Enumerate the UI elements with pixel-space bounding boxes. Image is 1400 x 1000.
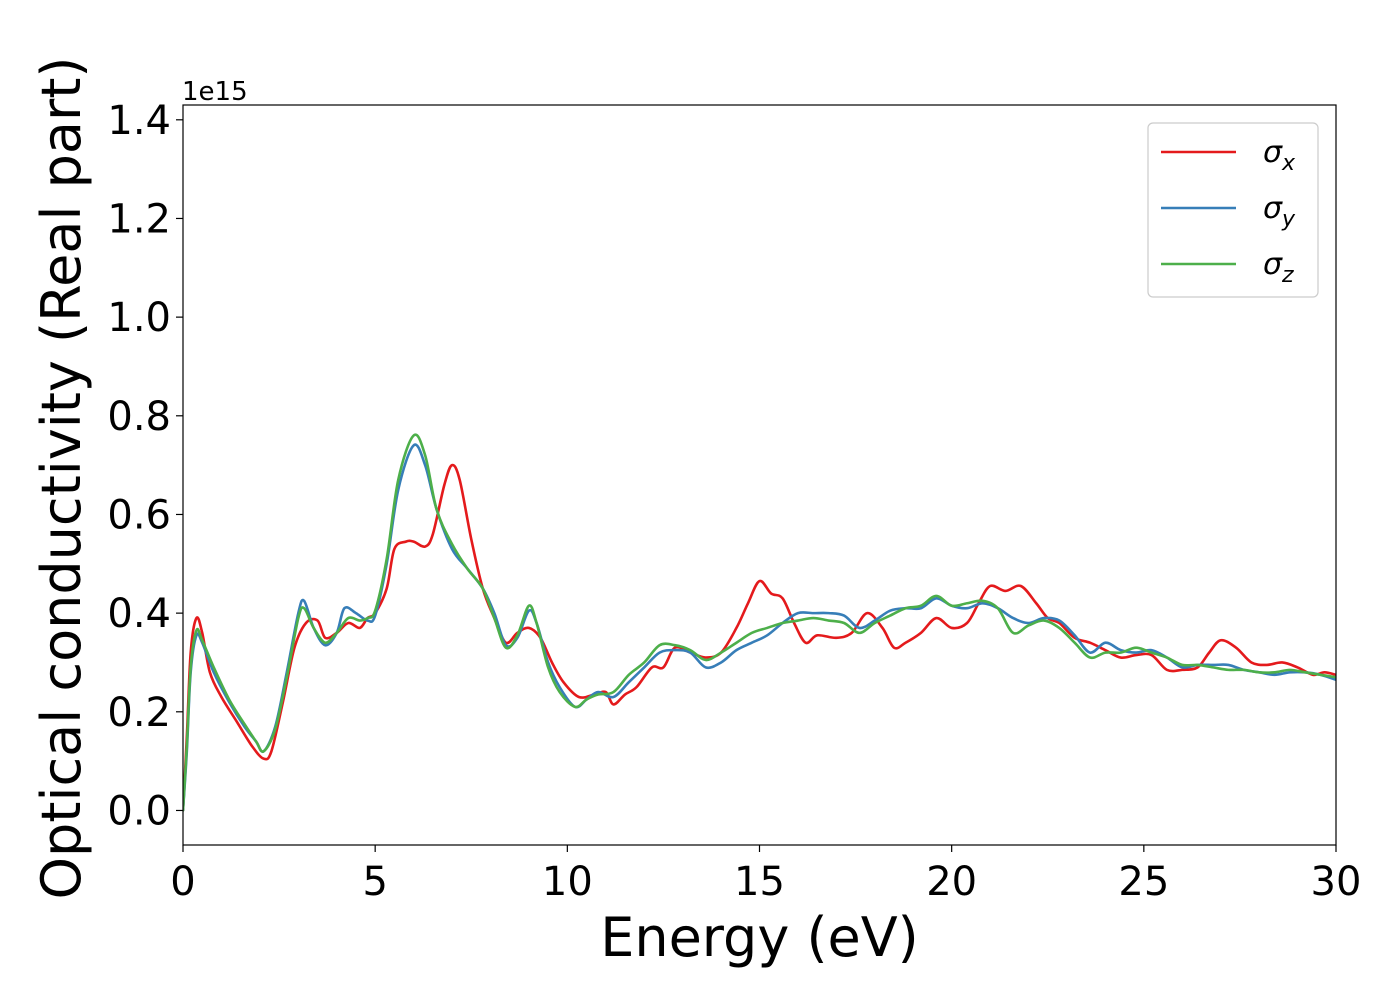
- y-tick-label: 1.2: [107, 196, 171, 242]
- x-axis-ticks: 0 5 10 15 20 25 30: [170, 845, 1361, 905]
- x-tick-label: 0: [170, 859, 195, 905]
- y-axis-offset-label: 1e15: [182, 77, 248, 107]
- series-layer: [183, 433, 1336, 812]
- x-tick-label: 10: [542, 859, 593, 905]
- x-tick-label: 25: [1118, 859, 1169, 905]
- y-tick-label: 1.0: [107, 295, 171, 341]
- y-tick-label: 0.2: [107, 690, 171, 736]
- y-tick-label: 0.8: [107, 394, 171, 440]
- x-axis-label: Energy (eV): [600, 906, 919, 969]
- y-tick-label: 0.0: [107, 788, 171, 834]
- series-line-z: [183, 433, 1336, 812]
- x-tick-label: 20: [926, 859, 977, 905]
- x-tick-label: 5: [362, 859, 387, 905]
- x-tick-label: 15: [734, 859, 785, 905]
- y-tick-label: 0.4: [107, 591, 171, 637]
- y-axis-ticks: 0.0 0.2 0.4 0.6 0.8 1.0 1.2 1.4: [107, 98, 183, 834]
- y-tick-label: 0.6: [107, 492, 171, 538]
- x-tick-label: 30: [1311, 859, 1362, 905]
- legend-frame: [1147, 122, 1319, 298]
- y-tick-label: 1.4: [107, 98, 171, 144]
- y-axis-label: Optical conductivity (Real part): [30, 57, 93, 900]
